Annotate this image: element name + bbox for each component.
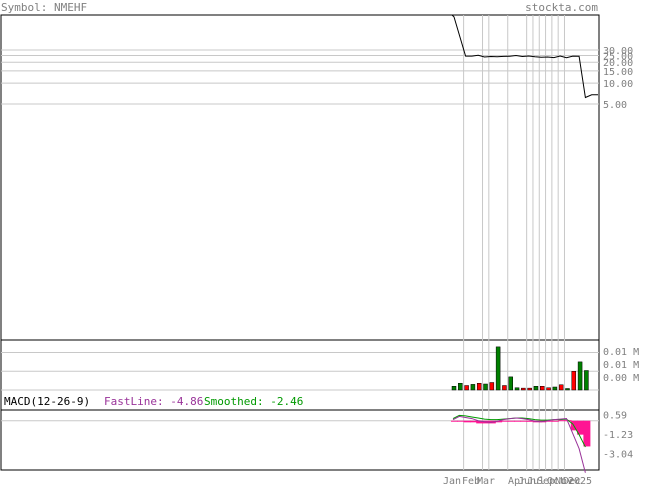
x-month-label: Mar <box>477 476 495 486</box>
macd-histogram-bar <box>463 420 471 423</box>
macd-histogram-bar <box>545 420 553 422</box>
x-month-label: Jun <box>518 476 536 486</box>
volume-bar <box>565 388 570 391</box>
macd-histogram-bar <box>514 420 522 422</box>
price-line <box>451 14 598 99</box>
x-month-label: Feb <box>462 476 480 486</box>
price-layer <box>451 14 598 99</box>
volume-bar <box>552 386 558 391</box>
macd-histogram-bar <box>501 420 509 422</box>
macd-tick-label: 0.59 <box>603 410 627 421</box>
macd-histogram-bar <box>457 420 465 422</box>
x-month-label: Sep <box>537 476 555 486</box>
x-month-label: Jan <box>443 476 461 486</box>
volume-bar <box>495 346 501 391</box>
macd-histogram-bar <box>476 420 484 424</box>
macd-histogram-bar <box>558 420 566 422</box>
price-tick-label: 5.00 <box>603 100 627 111</box>
macd-histogram-bar <box>507 420 515 422</box>
price-tick-label: 25.00 <box>603 51 633 62</box>
price-tick-label: 10.00 <box>603 79 633 90</box>
volume-bar <box>464 385 469 391</box>
site-label: stockta.com <box>525 1 598 14</box>
macd-histogram-bar <box>451 420 458 422</box>
macd-histogram-bar <box>469 420 477 423</box>
macd-histogram-bar <box>551 420 559 422</box>
volume-bar <box>476 383 482 391</box>
macd-smoothed-line <box>452 414 586 448</box>
x-month-label: 2025 <box>568 476 592 486</box>
volume-tick-label: 0.01 M <box>603 347 639 358</box>
x-month-label: Dec <box>563 476 581 486</box>
volume-bar <box>577 361 583 391</box>
macd-tick-label: -3.04 <box>603 449 633 460</box>
x-month-label: Apr <box>508 476 526 486</box>
volume-bar <box>527 387 532 391</box>
macd-histogram-bar <box>526 420 534 422</box>
volume-tick-label: 0.00 M <box>603 373 639 384</box>
volume-bar <box>451 386 457 391</box>
volume-bar <box>514 387 520 391</box>
price-tick-label: 15.00 <box>603 67 633 78</box>
volume-bar <box>521 387 526 391</box>
macd-panel-frame <box>0 409 600 471</box>
macd-histogram-bar <box>495 420 503 423</box>
macd-histogram-bar <box>577 420 585 435</box>
macd-title: MACD(12-26-9) <box>4 395 90 408</box>
volume-bar <box>489 382 495 391</box>
volume-bar <box>502 385 507 391</box>
macd-fast-label: FastLine: -4.86 <box>104 395 203 408</box>
macd-layer <box>451 414 591 473</box>
price-tick-label: 20.00 <box>603 58 633 69</box>
symbol-label: Symbol: NMEHF <box>1 1 87 14</box>
volume-bar <box>571 371 577 391</box>
macd-tick-label: -1.23 <box>603 430 633 441</box>
volume-bar <box>508 376 513 391</box>
volume-bar <box>546 387 551 391</box>
volume-bar <box>458 383 463 391</box>
macd-histogram-bar <box>520 420 528 422</box>
x-month-label: Nov <box>555 476 573 486</box>
x-month-label: Jul <box>527 476 545 486</box>
macd-smoothed-label: Smoothed: -2.46 <box>204 395 303 408</box>
volume-bar <box>470 384 476 391</box>
volume-bar <box>483 383 488 391</box>
volume-tick-label: 0.01 M <box>603 360 639 371</box>
volume-bar <box>584 370 589 391</box>
macd-fast-line <box>452 415 586 473</box>
volume-bar <box>540 386 545 391</box>
volume-bar <box>533 386 539 391</box>
volume-bar <box>558 384 564 391</box>
volume-layer <box>451 346 589 391</box>
price-tick-label: 30.00 <box>603 46 633 57</box>
price-panel-frame <box>0 14 600 341</box>
x-month-label: Oct <box>547 476 565 486</box>
macd-histogram-bar <box>583 420 591 447</box>
